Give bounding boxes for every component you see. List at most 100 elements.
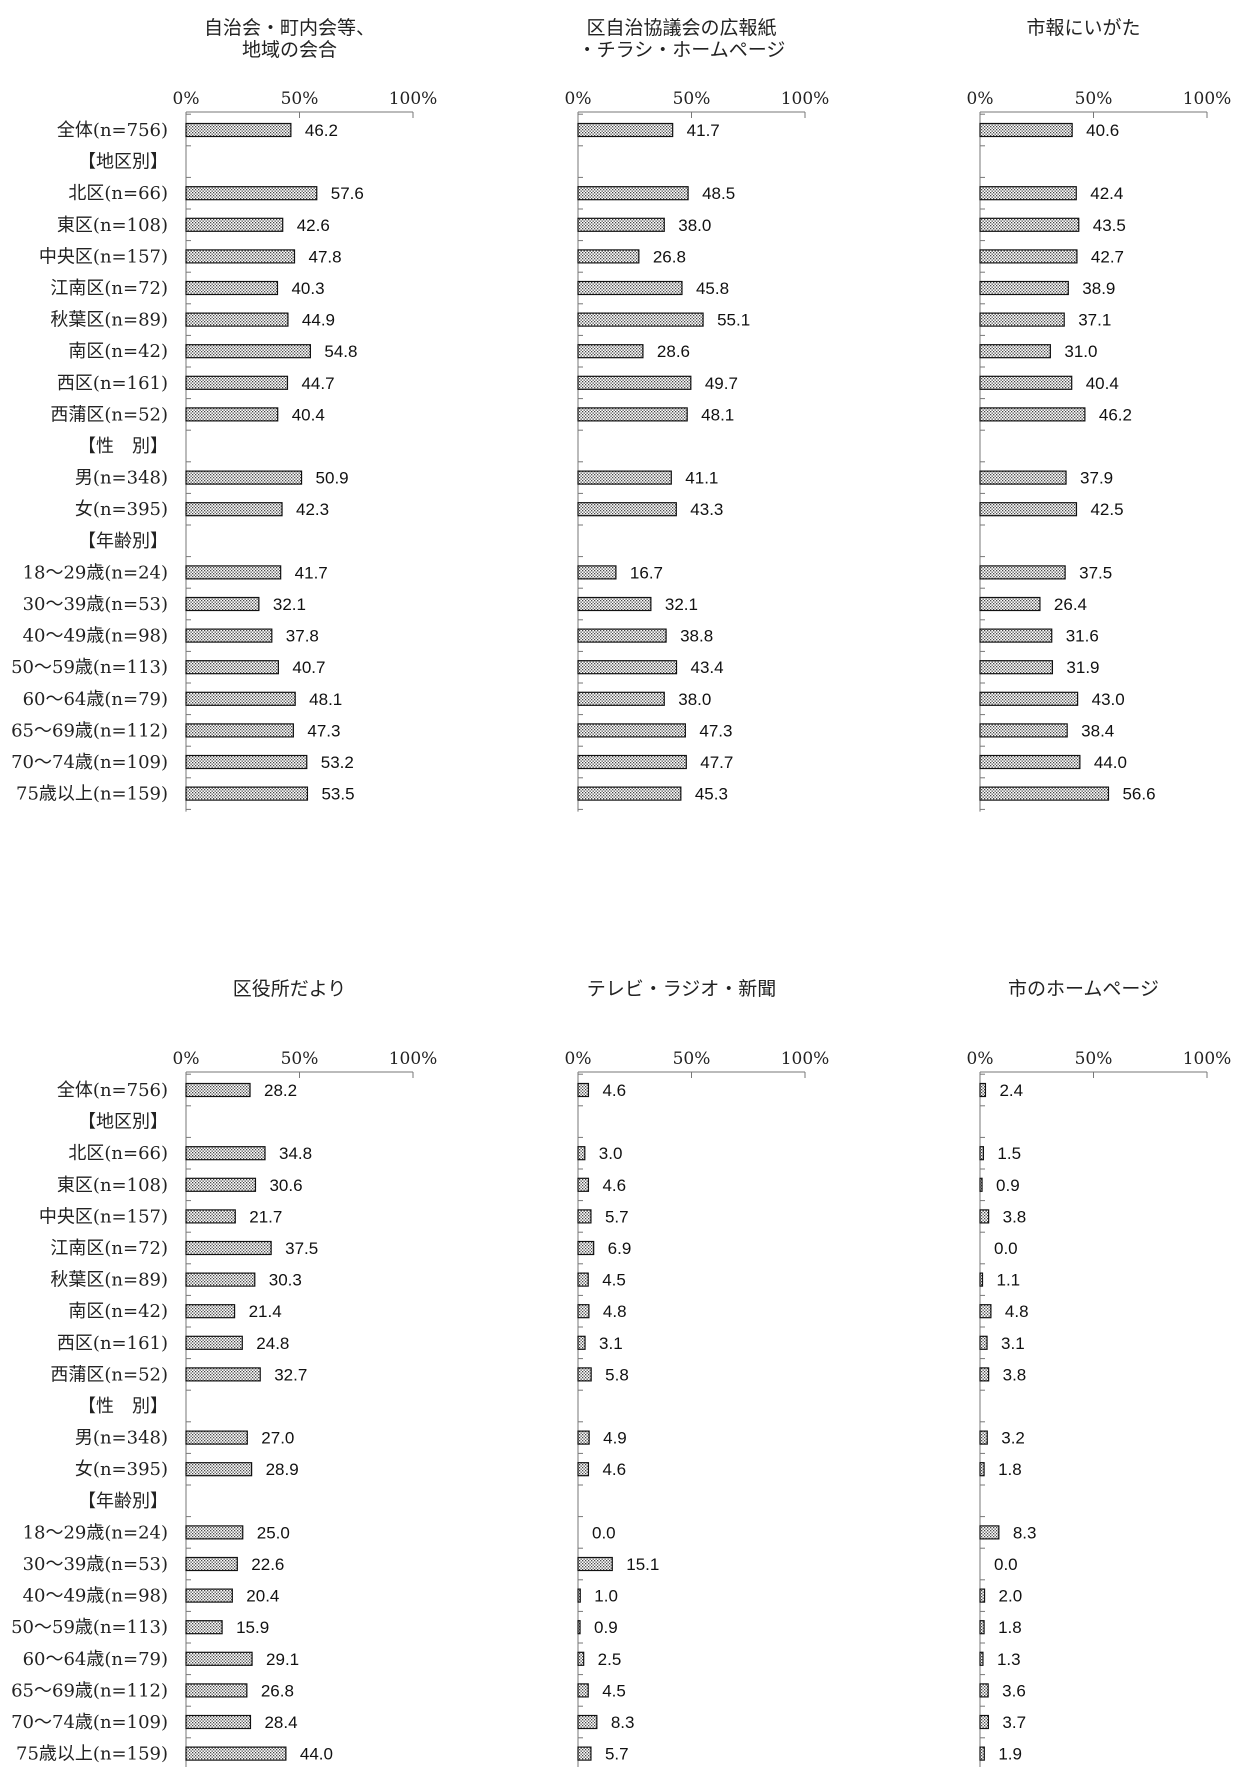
bar — [185, 1588, 233, 1603]
data-label: 2.4 — [999, 1081, 1023, 1100]
bar — [185, 502, 283, 517]
data-label: 31.9 — [1066, 658, 1099, 677]
x-tick-label: 0% — [173, 1049, 200, 1069]
bar — [979, 1746, 985, 1761]
category-label: 【年齢別】 — [78, 1491, 168, 1512]
data-label: 44.0 — [300, 1745, 333, 1764]
bar — [979, 786, 1110, 801]
data-label: 21.7 — [249, 1207, 282, 1226]
data-label: 16.7 — [630, 563, 663, 582]
data-label: 1.1 — [996, 1271, 1020, 1290]
data-label: 3.1 — [599, 1334, 623, 1353]
data-label: 53.5 — [321, 785, 354, 804]
bar — [577, 691, 665, 706]
bar — [979, 1430, 988, 1445]
data-label: 48.1 — [309, 690, 342, 709]
category-label: 男(n=348) — [75, 1428, 168, 1449]
data-label: 41.7 — [295, 563, 328, 582]
data-label: 37.5 — [1079, 563, 1112, 582]
chart-title: 区自治協議会の広報紙 — [586, 17, 776, 39]
category-label: 西蒲区(n=52) — [50, 404, 168, 425]
data-label: 8.3 — [611, 1713, 635, 1732]
bar — [979, 1335, 988, 1350]
category-label: 50～59歳(n=113) — [11, 1617, 168, 1638]
x-tick-label: 0% — [967, 1049, 994, 1069]
bar — [979, 344, 1051, 359]
data-label: 31.0 — [1064, 342, 1097, 361]
bar — [577, 1620, 581, 1635]
data-label: 42.5 — [1090, 500, 1123, 519]
category-label: 30～39歳(n=53) — [23, 1554, 168, 1575]
bar — [979, 1367, 990, 1382]
bar — [979, 186, 1077, 201]
category-label: 江南区(n=72) — [50, 1238, 168, 1259]
bar — [577, 1367, 592, 1382]
bar — [185, 375, 289, 390]
bar — [577, 280, 683, 296]
data-label: 0.0 — [994, 1555, 1018, 1574]
bar — [979, 1620, 985, 1635]
bar — [577, 1556, 613, 1572]
bar — [185, 1335, 243, 1350]
bar — [979, 1714, 989, 1730]
bar — [577, 249, 640, 264]
bar — [185, 1272, 256, 1287]
category-label: 60～64歳(n=79) — [23, 1649, 168, 1670]
category-label: 30～39歳(n=53) — [23, 594, 168, 615]
bar — [577, 1683, 589, 1698]
bar — [979, 1651, 984, 1666]
bar — [577, 660, 678, 675]
data-label: 26.4 — [1054, 595, 1087, 614]
data-label: 49.7 — [705, 374, 738, 393]
chart-title: 市のホームページ — [1008, 978, 1159, 1000]
data-label: 4.6 — [602, 1460, 626, 1479]
x-tick-label: 0% — [967, 89, 994, 109]
data-label: 24.8 — [256, 1334, 289, 1353]
bar — [185, 1240, 272, 1256]
category-label: 東区(n=108) — [57, 1175, 168, 1196]
bar — [185, 565, 282, 580]
data-label: 28.2 — [264, 1081, 297, 1100]
bar — [979, 312, 1065, 327]
data-label: 44.7 — [301, 374, 334, 393]
bar — [185, 1620, 223, 1635]
data-label: 38.0 — [678, 690, 711, 709]
data-label: 1.9 — [998, 1745, 1022, 1764]
category-label: 中央区(n=157) — [39, 1206, 168, 1227]
data-label: 54.8 — [324, 342, 357, 361]
data-label: 31.6 — [1066, 627, 1099, 646]
bar — [577, 1272, 589, 1287]
data-label: 1.5 — [997, 1144, 1021, 1163]
data-label: 8.3 — [1013, 1523, 1037, 1542]
bar — [979, 628, 1053, 643]
bar — [979, 1304, 992, 1319]
bar — [577, 786, 682, 801]
bar — [185, 1556, 238, 1572]
category-label: 江南区(n=72) — [50, 278, 168, 299]
category-label: 40～49歳(n=98) — [23, 626, 168, 647]
data-label: 30.3 — [269, 1271, 302, 1290]
data-label: 22.6 — [251, 1555, 284, 1574]
category-label: 40～49歳(n=98) — [23, 1586, 168, 1607]
bar — [577, 1651, 585, 1666]
bar — [979, 596, 1041, 612]
bar — [577, 1082, 590, 1098]
x-tick-label: 50% — [673, 89, 711, 109]
data-label: 43.3 — [690, 500, 723, 519]
data-label: 37.9 — [1080, 469, 1113, 488]
chart-title: 地域の会合 — [242, 39, 337, 61]
data-label: 40.4 — [1086, 374, 1119, 393]
data-label: 3.7 — [1002, 1713, 1026, 1732]
data-label: 32.1 — [665, 595, 698, 614]
category-label: 50～59歳(n=113) — [11, 657, 168, 678]
x-tick-label: 50% — [1075, 1049, 1113, 1069]
data-label: 1.3 — [997, 1650, 1021, 1669]
category-label: 秋葉区(n=89) — [50, 310, 168, 331]
x-tick-label: 0% — [565, 89, 592, 109]
data-label: 21.4 — [249, 1302, 282, 1321]
bar — [185, 660, 279, 675]
bar — [185, 1367, 261, 1382]
bar — [577, 596, 652, 612]
data-label: 55.1 — [717, 311, 750, 330]
